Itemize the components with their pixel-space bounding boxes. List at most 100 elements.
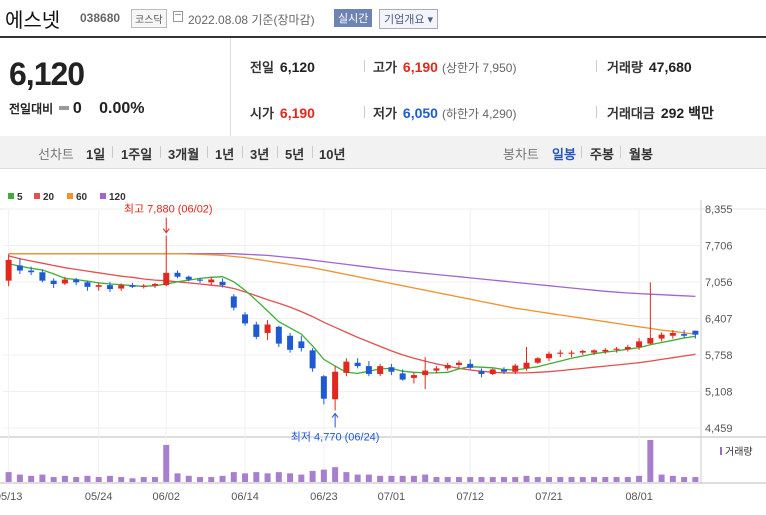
volume-bar (579, 477, 586, 482)
period-1w[interactable]: 1주일 (121, 147, 153, 162)
volume-bar (636, 475, 643, 482)
line-chart-label: 선차트 (38, 147, 74, 162)
volume-bar (681, 477, 688, 482)
candle-body (692, 330, 699, 335)
candle-body (647, 338, 654, 344)
legend-swatch-120 (100, 193, 106, 199)
volume-bar (185, 475, 192, 482)
volume-bar (287, 473, 294, 482)
market-badge: 코스닥 (131, 9, 167, 28)
divider (160, 146, 161, 158)
x-tick-label: 07/21 (535, 491, 563, 503)
volume-bar (500, 477, 507, 482)
volume-bar (140, 477, 147, 482)
volume-bar (523, 475, 530, 482)
divider (230, 38, 231, 136)
candle-body (50, 280, 57, 285)
x-tick-label: 08/01 (625, 491, 653, 503)
candle-body (73, 279, 80, 283)
chart-toolbar: 선차트 1일 1주일 3개월 1년 3년 5년 10년 봉차트 일봉 주봉 월봉 (0, 136, 766, 169)
date-text: 2022.08.08 기준(장마감) (188, 13, 315, 27)
ma60-line (8, 253, 696, 335)
ma5-line (8, 263, 696, 375)
candle-body (28, 270, 35, 273)
period-5y[interactable]: 5년 (285, 147, 305, 162)
high-field: 고가 6,190 (상한가 7,950) (373, 57, 516, 76)
volume-bar (613, 477, 620, 482)
candle-body (354, 362, 361, 367)
candle-body (624, 346, 631, 350)
candle-body (275, 326, 282, 344)
divider (596, 60, 597, 72)
volume-bar (377, 475, 384, 482)
legend-label-60: 60 (76, 192, 88, 203)
x-tick-label: 07/12 (456, 491, 484, 503)
volume-bar (478, 477, 485, 482)
period-3y[interactable]: 3년 (250, 147, 270, 162)
realtime-button[interactable]: 실시간 (334, 9, 373, 27)
candle-body (433, 368, 440, 371)
low-value: 6,050 (402, 105, 438, 121)
candle-monthly[interactable]: 월봉 (629, 147, 653, 162)
candle-chart-label: 봉차트 (503, 147, 539, 162)
divider (581, 146, 582, 158)
volume-bar (230, 472, 237, 482)
open-field: 시가 6,190 (250, 103, 315, 122)
candle-body (320, 376, 327, 399)
candle-body (129, 285, 136, 287)
candle-body (669, 332, 676, 336)
period-3m[interactable]: 3개월 (168, 147, 200, 162)
high-arrow-head (162, 228, 170, 234)
volume-bar (647, 440, 654, 482)
amount-value: 292 백만 (660, 105, 714, 121)
candle-body (5, 259, 12, 281)
candle-body (546, 353, 553, 359)
volume-bar (95, 477, 102, 482)
volume-legend-swatch (720, 447, 722, 455)
candle-body (287, 335, 294, 350)
change-value: 0 (72, 100, 82, 117)
period-10y[interactable]: 10년 (319, 147, 346, 162)
divider (364, 60, 365, 72)
volume-bar (129, 478, 136, 482)
candle-body (489, 369, 496, 374)
open-value: 6,190 (279, 105, 315, 121)
y-tick-label: 7,706 (705, 240, 733, 252)
candle-body (444, 364, 451, 369)
divider (364, 106, 365, 118)
candle-weekly[interactable]: 주봉 (590, 147, 614, 162)
candle-body (591, 350, 598, 353)
candle-body (39, 272, 46, 281)
company-info-button[interactable]: 기업개요 ▾ (379, 9, 439, 29)
volume-value: 47,680 (648, 59, 692, 75)
volume-bar (624, 477, 631, 482)
candle-body (208, 279, 215, 283)
y-tick-label: 6,407 (705, 314, 733, 326)
divider (620, 146, 621, 158)
legend-swatch-5 (8, 193, 14, 199)
candle-body (298, 341, 305, 349)
y-tick-label: 4,459 (705, 423, 733, 435)
candle-body (455, 362, 462, 365)
divider (596, 106, 597, 118)
current-price: 6,120 (9, 56, 85, 92)
candle-body (61, 279, 68, 284)
flat-icon (58, 106, 69, 110)
volume-bar (208, 477, 215, 482)
period-1d[interactable]: 1일 (86, 147, 106, 162)
candle-daily[interactable]: 일봉 (552, 147, 576, 162)
volume-bar (455, 477, 462, 482)
period-1y[interactable]: 1년 (215, 147, 235, 162)
y-tick-label: 8,355 (705, 204, 733, 216)
x-tick-label: 06/14 (231, 491, 259, 503)
volume-bar (253, 472, 260, 482)
legend-label-120: 120 (109, 192, 126, 203)
candle-body (185, 276, 192, 280)
candle-body (613, 348, 620, 350)
volume-bar (5, 472, 12, 482)
candle-body (140, 285, 147, 287)
legend-label-5: 5 (17, 192, 23, 203)
volume-bar (602, 477, 609, 482)
candle-body (636, 341, 643, 347)
